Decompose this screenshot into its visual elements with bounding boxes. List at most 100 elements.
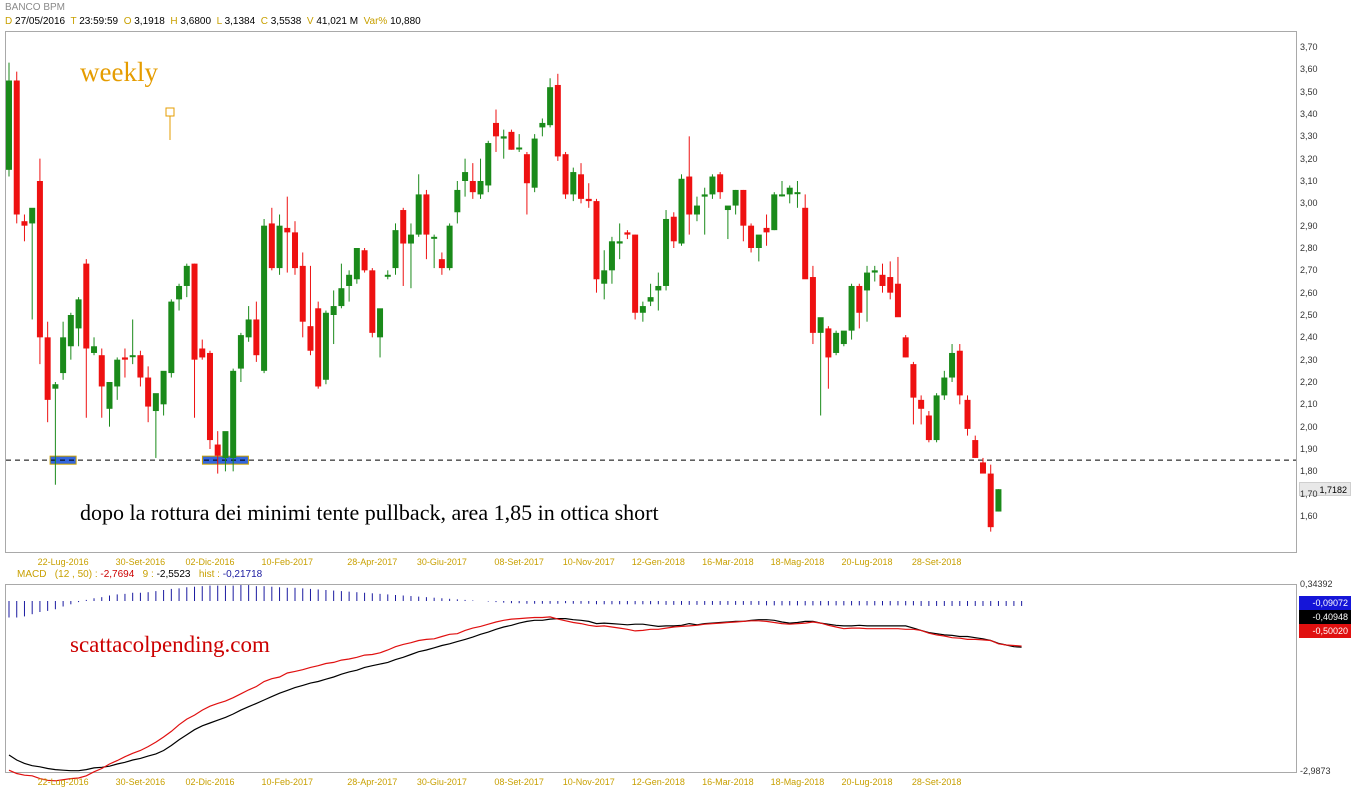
- open-label: O: [123, 16, 132, 27]
- candle-up: [91, 346, 98, 353]
- candle-up: [129, 355, 136, 358]
- hist-value: -0,21718: [222, 569, 263, 580]
- candle-down: [292, 232, 299, 269]
- candle-up: [67, 315, 74, 347]
- candle-up: [338, 288, 345, 307]
- macd-x-tick: 10-Feb-2017: [261, 777, 314, 787]
- candle-up: [779, 194, 785, 197]
- candle-down: [918, 399, 925, 409]
- candle-up: [477, 181, 484, 195]
- macd-x-tick: 30-Giu-2017: [416, 777, 467, 787]
- candle-down: [925, 415, 932, 441]
- price-y-tick: 2,60: [1300, 287, 1318, 298]
- candle-up: [949, 352, 956, 378]
- candle-up: [871, 270, 878, 273]
- price-x-tick: 28-Apr-2017: [347, 557, 398, 567]
- candle-down: [809, 277, 816, 333]
- candle-down: [562, 154, 569, 195]
- signal-period: 9 :: [142, 569, 154, 580]
- macd-x-tick: 20-Lug-2018: [841, 777, 893, 787]
- candle-up: [531, 138, 538, 188]
- price-y-tick: 2,90: [1300, 220, 1318, 231]
- volume-value: 41,021 M: [316, 16, 359, 27]
- candle-down: [972, 440, 979, 458]
- candle-up: [848, 285, 855, 331]
- candle-up: [601, 270, 608, 284]
- price-x-tick: 22-Lug-2016: [37, 557, 89, 567]
- price-y-tick: 3,00: [1300, 198, 1318, 209]
- candle-down: [740, 189, 747, 226]
- candle-down: [856, 285, 863, 313]
- candle-down: [284, 227, 291, 233]
- candle-down: [21, 221, 28, 226]
- candle-up: [462, 172, 469, 181]
- candle-down: [748, 225, 755, 248]
- price-x-tick: 10-Feb-2017: [261, 557, 314, 567]
- candle-down: [624, 232, 631, 235]
- candle-up: [732, 189, 739, 206]
- candle-up: [6, 80, 12, 170]
- candle-up: [176, 285, 183, 300]
- macd-panel[interactable]: [5, 584, 1297, 773]
- candle-up: [794, 192, 801, 195]
- price-x-tick: 08-Set-2017: [494, 557, 544, 567]
- candle-down: [199, 348, 206, 358]
- candle-up: [786, 187, 793, 195]
- candle-up: [322, 312, 329, 380]
- price-x-tick: 28-Set-2018: [911, 557, 962, 567]
- candle-down: [492, 122, 499, 137]
- candle-down: [910, 364, 917, 398]
- price-y-tick: 1,70: [1300, 488, 1318, 499]
- candle-up: [616, 241, 623, 244]
- price-x-tick: 18-Mag-2018: [770, 557, 825, 567]
- macd-line: [8, 617, 1022, 772]
- price-panel[interactable]: [5, 31, 1297, 553]
- time-label: T: [70, 16, 77, 27]
- candle-down: [423, 194, 430, 235]
- candle-down: [299, 265, 306, 322]
- hist-label: hist :: [198, 569, 220, 580]
- candle-up: [516, 147, 523, 150]
- macd-y-tick: 0,34392: [1300, 579, 1333, 589]
- time-value: 23:59:59: [79, 16, 119, 27]
- candle-up: [230, 370, 237, 458]
- candle-up: [995, 489, 1002, 512]
- price-x-tick: 02-Dic-2016: [185, 557, 235, 567]
- candle-up: [500, 136, 507, 139]
- price-y-tick: 2,40: [1300, 332, 1318, 343]
- candle-down: [98, 355, 105, 387]
- candle-up: [245, 319, 252, 338]
- ohlc-readout: D 27/05/2016 T 23:59:59 O 3,1918 H 3,680…: [5, 16, 421, 27]
- candle-down: [206, 352, 213, 441]
- price-x-tick: 30-Giu-2017: [416, 557, 467, 567]
- candle-up: [160, 370, 167, 405]
- candle-down: [554, 84, 561, 157]
- macd-x-tick: 22-Lug-2016: [37, 777, 89, 787]
- low-value: 3,1384: [224, 16, 256, 27]
- price-y-tick: 2,70: [1300, 265, 1318, 276]
- candle-down: [879, 274, 886, 286]
- candle-down: [964, 399, 971, 429]
- candle-up: [29, 207, 36, 224]
- candle-up: [833, 332, 840, 353]
- candle-up: [106, 382, 113, 409]
- website-watermark: scattacolpending.com: [70, 632, 270, 657]
- candle-up: [539, 122, 546, 128]
- price-y-tick: 3,20: [1300, 153, 1318, 164]
- price-y-tick: 3,50: [1300, 86, 1318, 97]
- candle-down: [400, 210, 407, 244]
- candle-up: [407, 234, 414, 244]
- candle-down: [717, 174, 724, 193]
- candle-down: [137, 355, 144, 378]
- macd-y-tick: -2,9873: [1300, 766, 1331, 776]
- price-y-tick: 3,10: [1300, 176, 1318, 186]
- candle-up: [168, 301, 175, 374]
- candle-up: [237, 335, 244, 369]
- candle-up: [183, 265, 190, 286]
- macd-hist-badge: -0,09072: [1299, 596, 1351, 610]
- date-label: D: [5, 16, 13, 27]
- candle-up: [276, 225, 283, 269]
- open-value: 3,1918: [134, 16, 165, 27]
- candle-down: [802, 207, 809, 280]
